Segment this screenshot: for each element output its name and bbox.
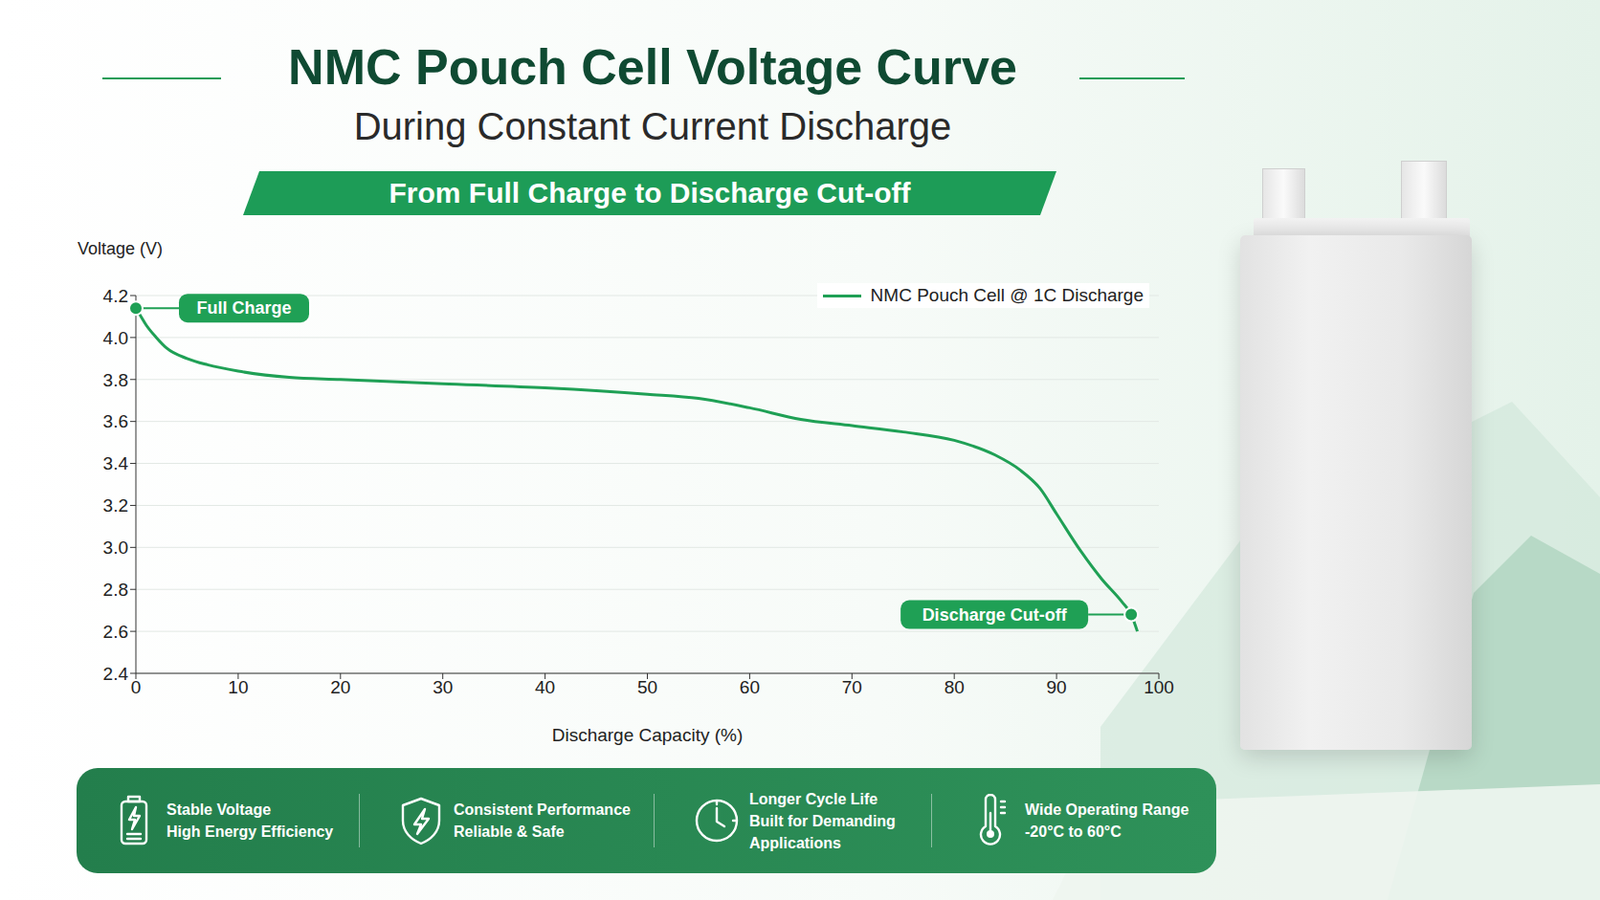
- svg-text:3.0: 3.0: [103, 537, 129, 558]
- svg-text:3.2: 3.2: [103, 495, 129, 516]
- html-text:NMC Pouch Cell Voltage Curve: NMC Pouch Cell Voltage Curve: [288, 39, 1018, 95]
- svg-text:4.2: 4.2: [103, 286, 129, 307]
- html-text:During Constant Current Discha: During Constant Current Discharge: [353, 105, 952, 148]
- svg-text:30: 30: [432, 677, 453, 698]
- html-text:Wide Operating Range: Wide Operating Range: [1024, 801, 1189, 819]
- html-text:Longer Cycle Life: Longer Cycle Life: [749, 790, 878, 808]
- svg-text:Discharge Cut-off: Discharge Cut-off: [922, 605, 1068, 625]
- svg-text:3.4: 3.4: [103, 453, 130, 474]
- html-text:Voltage (V): Voltage (V): [77, 239, 163, 259]
- html-text:High Energy Efficiency: High Energy Efficiency: [166, 823, 334, 841]
- svg-text:3.6: 3.6: [103, 411, 129, 432]
- svg-text:2.8: 2.8: [103, 579, 129, 600]
- html-text:-20°C to 60°C: -20°C to 60°C: [1024, 823, 1122, 841]
- html-text:Stable Voltage: Stable Voltage: [166, 801, 271, 819]
- html-text:Built for Demanding Applicatio: Built for Demanding Applications: [749, 812, 896, 852]
- svg-text:80: 80: [944, 677, 965, 698]
- svg-text:4.0: 4.0: [103, 328, 129, 349]
- svg-text:40: 40: [534, 677, 556, 698]
- svg-text:50: 50: [637, 677, 658, 698]
- svg-text:2.6: 2.6: [103, 622, 129, 643]
- svg-text:70: 70: [842, 677, 863, 698]
- svg-text:10: 10: [227, 677, 248, 698]
- svg-text:100: 100: [1143, 677, 1175, 698]
- svg-text:90: 90: [1046, 677, 1067, 698]
- svg-text:Full Charge: Full Charge: [196, 298, 291, 318]
- svg-text:60: 60: [739, 677, 760, 698]
- html-text:Consistent Performance: Consistent Performance: [453, 801, 631, 819]
- html-text:NMC Pouch Cell @ 1C Discharge: NMC Pouch Cell @ 1C Discharge: [870, 285, 1144, 306]
- html-text:Reliable & Safe: Reliable & Safe: [453, 823, 565, 841]
- html-text:Discharge Capacity (%): Discharge Capacity (%): [551, 725, 743, 746]
- svg-text:3.8: 3.8: [103, 370, 129, 391]
- html-text:From Full Charge to Discharge: From Full Charge to Discharge Cut-off: [388, 177, 911, 209]
- svg-text:2.4: 2.4: [103, 664, 130, 685]
- svg-text:20: 20: [330, 677, 351, 698]
- svg-text:0: 0: [131, 677, 142, 698]
